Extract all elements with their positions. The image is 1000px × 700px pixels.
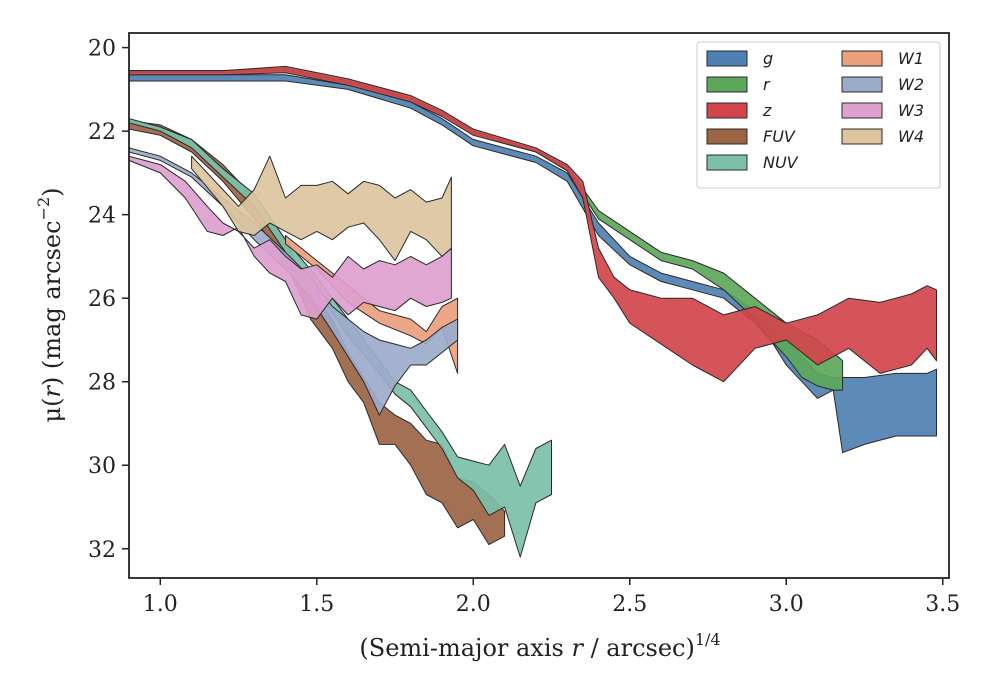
x-axis: 1.0 1.5 2.0 2.5 3.0 3.5 xyxy=(143,578,960,617)
y-axis-label-tail: ) (mag arcsec xyxy=(38,220,66,386)
y-tick-label: 30 xyxy=(88,454,116,479)
band-w3 xyxy=(129,155,452,320)
legend-label-nuv: NUV xyxy=(763,153,799,172)
y-axis-label-sup: −2 xyxy=(34,197,53,221)
series-layer xyxy=(129,65,937,558)
legend-swatch-r xyxy=(706,76,748,93)
plot-frame xyxy=(128,32,950,579)
band-w4 xyxy=(191,155,452,262)
legend-swatch-w2 xyxy=(841,76,883,93)
legend-label-r: r xyxy=(763,75,771,94)
legend-label-w3: W3 xyxy=(898,101,924,120)
y-axis-label: μ(r) (mag arcsec−2) xyxy=(34,187,66,422)
y-tick-label: 24 xyxy=(88,204,116,229)
y-tick-label: 28 xyxy=(88,371,116,396)
y-tick-label: 26 xyxy=(88,287,116,312)
legend-label-w1: W1 xyxy=(898,49,924,68)
legend-label-w4: W4 xyxy=(898,127,924,146)
y-axis-label-main: μ( xyxy=(38,398,66,423)
x-tick-label: 1.5 xyxy=(299,592,334,617)
x-tick-label: 3.0 xyxy=(769,592,804,617)
band-z xyxy=(129,65,937,383)
y-tick-label: 20 xyxy=(88,37,116,62)
legend-label-w2: W2 xyxy=(898,75,924,94)
y-tick-label: 22 xyxy=(88,120,116,145)
y-axis-label-var: r xyxy=(38,385,66,398)
x-tick-label: 1.0 xyxy=(143,592,178,617)
legend-swatch-w3 xyxy=(841,102,883,119)
x-axis-label-main: (Semi-major axis xyxy=(359,634,571,662)
legend-swatch-z xyxy=(706,102,748,119)
legend-label-z: z xyxy=(762,101,772,120)
y-axis: 20 22 24 26 28 30 32 xyxy=(88,37,129,563)
legend-swatch-g xyxy=(706,50,748,67)
legend-label-fuv: FUV xyxy=(763,127,796,146)
legend-label-g: g xyxy=(763,49,773,68)
legend-swatch-nuv xyxy=(706,154,748,171)
legend-swatch-w1 xyxy=(841,50,883,67)
legend-swatch-w4 xyxy=(841,128,883,145)
x-axis-label-sup: 1/4 xyxy=(695,630,721,649)
x-tick-label: 2.5 xyxy=(612,592,647,617)
legend: g W1 r W2 z W3 FUV W4 NUV xyxy=(696,41,941,189)
x-tick-label: 2.0 xyxy=(456,592,491,617)
y-tick-label: 32 xyxy=(88,538,116,563)
x-axis-label-tail: / arcsec) xyxy=(583,634,695,662)
x-axis-label: (Semi-major axis r / arcsec)1/4 xyxy=(359,630,720,662)
x-tick-label: 3.5 xyxy=(925,592,960,617)
y-axis-label-close: ) xyxy=(38,187,66,196)
x-axis-label-var: r xyxy=(571,634,584,662)
legend-swatch-fuv xyxy=(706,128,748,145)
